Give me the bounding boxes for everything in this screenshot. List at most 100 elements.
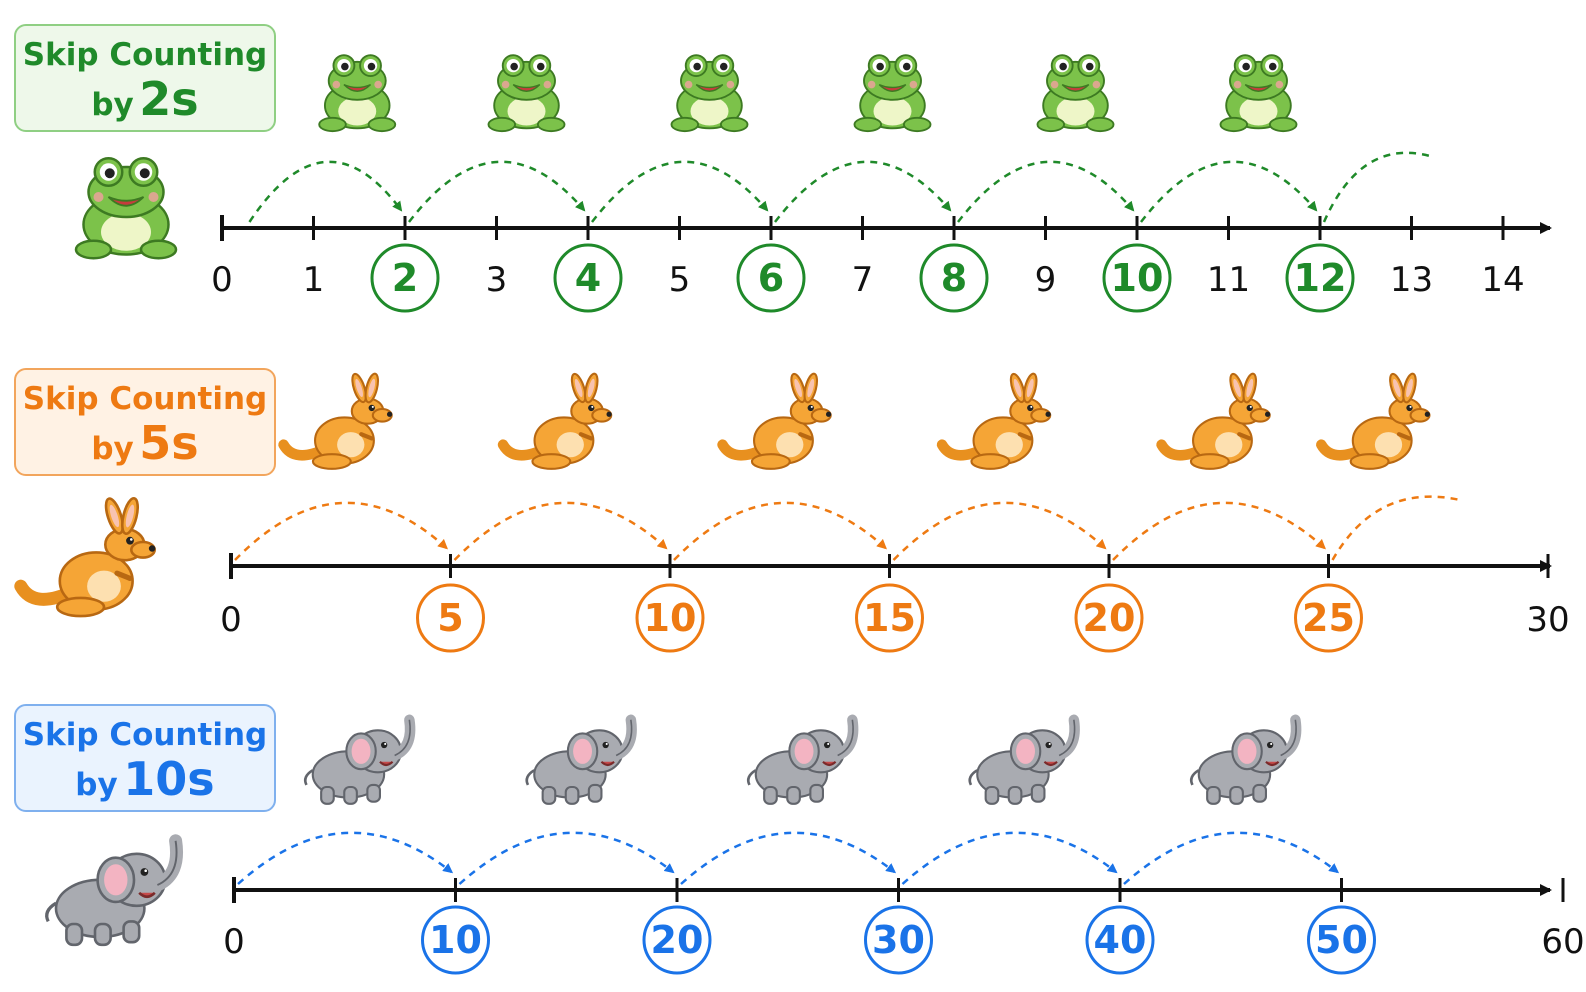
highlighted-number: 6 (758, 256, 784, 300)
highlighted-number: 20 (651, 918, 704, 962)
frog-jumping-icon (1036, 54, 1115, 133)
tick-label: 13 (1390, 260, 1433, 300)
tick-label: 5 (669, 260, 691, 300)
highlighted-number: 30 (872, 918, 925, 962)
title-line1: Skip Counting (22, 381, 268, 417)
highlight-circle (1294, 583, 1363, 653)
tick-label: 0 (220, 600, 242, 640)
highlight-circle (919, 243, 989, 313)
highlighted-number: 10 (644, 596, 697, 640)
tick-label: 3 (486, 260, 508, 300)
title-box-by10: Skip Counting by 10s (14, 704, 276, 812)
highlight-circle (553, 243, 623, 313)
number-line-by5: 0 5 10 15 20 25 30 (21, 372, 1570, 653)
hop-arc (1123, 831, 1340, 885)
highlighted-number: 15 (863, 596, 916, 640)
highlight-circle (855, 583, 924, 653)
highlight-circle (635, 583, 705, 653)
highlighted-number: 4 (575, 256, 601, 300)
highlight-circle (416, 583, 485, 653)
hop-arc-partial (1331, 495, 1461, 561)
title-line2: by 5s (16, 418, 274, 479)
highlighted-number: 50 (1315, 918, 1368, 962)
highlighted-number: 25 (1302, 596, 1355, 640)
hop-arc (1140, 160, 1318, 223)
elephant-jumping-icon (748, 720, 853, 804)
title-step: 2s (139, 72, 199, 126)
tick-label: 0 (211, 260, 233, 300)
number-line-by2: 0 1 2 3 4 5 6 7 8 9 10 11 12 13 14 (74, 54, 1552, 313)
kangaroo-mascot-icon (21, 497, 156, 616)
hop-arc (957, 160, 1135, 223)
hop-arc (458, 831, 675, 885)
highlighted-number: 12 (1294, 256, 1347, 300)
highlight-circle (1285, 243, 1355, 313)
hop-arc (591, 160, 769, 223)
hop-arc (234, 501, 448, 561)
title-line1: Skip Counting (22, 37, 268, 73)
hop-arc (453, 501, 668, 561)
highlighted-number: 8 (941, 256, 967, 300)
tick-label: 7 (852, 260, 874, 300)
hop-arc (680, 831, 897, 885)
hop-arc-partial (1322, 151, 1431, 223)
title-step: 10s (123, 752, 215, 806)
kangaroo-jumping-icon (723, 372, 832, 468)
tick-label: 30 (1526, 600, 1569, 640)
highlighted-number: 5 (437, 596, 463, 640)
elephant-jumping-icon (1191, 720, 1296, 804)
frog-jumping-icon (487, 54, 566, 133)
elephant-mascot-icon (47, 841, 177, 945)
title-box-by5: Skip Counting by 5s (14, 368, 276, 476)
frog-jumping-icon (853, 54, 932, 133)
highlight-circle (1085, 905, 1155, 975)
highlighted-number: 40 (1094, 918, 1147, 962)
kangaroo-jumping-icon (942, 372, 1051, 468)
highlight-circle (1307, 905, 1376, 975)
frog-mascot-icon (74, 157, 178, 260)
hop-arc (673, 501, 887, 561)
kangaroo-jumping-icon (1162, 372, 1271, 468)
tick-label: 60 (1541, 922, 1584, 962)
hop-arc (1112, 501, 1326, 561)
hop-arc (408, 160, 586, 223)
hop-arc (248, 160, 403, 223)
tick-label: 14 (1481, 260, 1524, 300)
highlight-circle (370, 243, 440, 313)
title-by: by (75, 767, 118, 803)
highlight-circle (1102, 243, 1172, 313)
title-by: by (91, 431, 134, 467)
title-line2: by 10s (16, 754, 274, 815)
highlight-circle (864, 905, 933, 975)
elephant-jumping-icon (970, 720, 1075, 804)
hop-arc (892, 501, 1107, 561)
highlighted-number: 10 (1111, 256, 1164, 300)
frog-jumping-icon (318, 54, 397, 133)
title-box-by2: Skip Counting by 2s (14, 24, 276, 132)
highlight-circle (736, 243, 806, 313)
title-step: 5s (139, 416, 199, 470)
number-line-by10: 0 10 20 30 40 50 60 (47, 720, 1585, 975)
kangaroo-jumping-icon (1321, 372, 1430, 468)
elephant-jumping-icon (305, 720, 410, 804)
highlight-circle (642, 905, 712, 975)
title-line2: by 2s (16, 74, 274, 135)
highlight-circle (421, 905, 490, 975)
frog-jumping-icon (670, 54, 749, 133)
highlighted-number: 2 (392, 256, 418, 300)
kangaroo-jumping-icon (284, 372, 393, 468)
tick-label: 1 (303, 260, 325, 300)
title-by: by (91, 87, 134, 123)
highlight-circle (1074, 583, 1144, 653)
tick-label: 9 (1035, 260, 1057, 300)
hop-arc (237, 831, 454, 885)
kangaroo-jumping-icon (503, 372, 612, 468)
elephant-jumping-icon (527, 720, 632, 804)
tick-label: 0 (223, 922, 245, 962)
highlighted-number: 10 (429, 918, 482, 962)
tick-label: 11 (1207, 260, 1250, 300)
highlighted-number: 20 (1083, 596, 1136, 640)
title-line1: Skip Counting (22, 717, 268, 753)
hop-arc (901, 831, 1118, 885)
